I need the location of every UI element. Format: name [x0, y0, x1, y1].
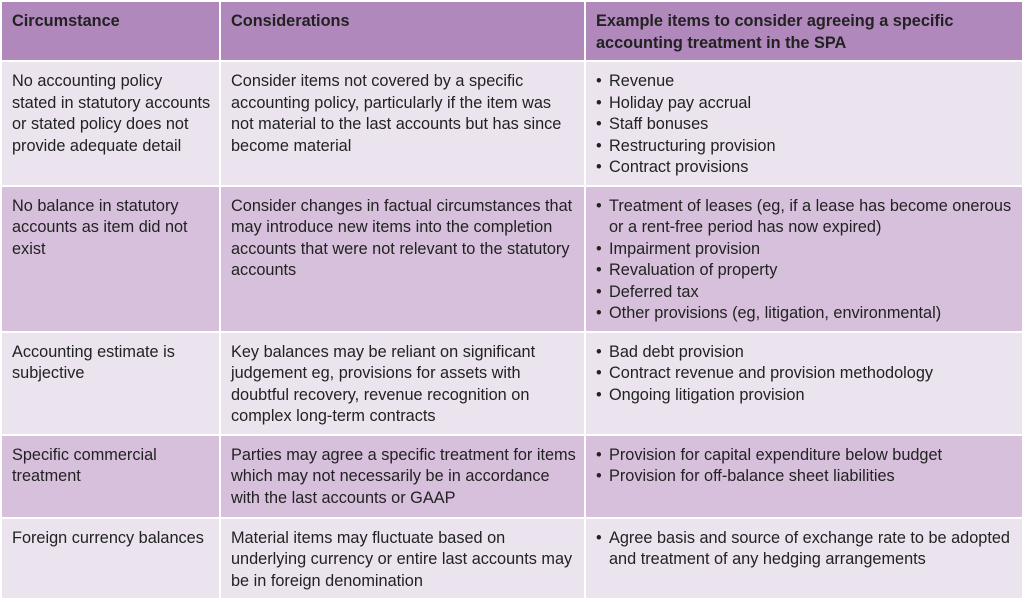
- list-item: Revenue: [596, 71, 1014, 93]
- considerations-cell: Consider items not covered by a specific…: [219, 60, 586, 187]
- header-circumstance: Circumstance: [0, 0, 221, 62]
- table-row: No balance in statutory accounts as item…: [0, 184, 1024, 333]
- list-item: Provision for capital expenditure below …: [596, 445, 1014, 467]
- examples-list: Agree basis and source of exchange rate …: [596, 528, 1014, 571]
- examples-cell: Bad debt provisionContract revenue and p…: [584, 330, 1024, 436]
- list-item: Impairment provision: [596, 239, 1014, 261]
- header-row: Circumstance Considerations Example item…: [0, 0, 1024, 62]
- list-item: Deferred tax: [596, 282, 1014, 304]
- list-item: Other provisions (eg, litigation, enviro…: [596, 303, 1014, 325]
- table-row: Accounting estimate is subjective Key bal…: [0, 330, 1024, 436]
- examples-list: Provision for capital expenditure below …: [596, 445, 1014, 488]
- list-item: Contract revenue and provision methodolo…: [596, 363, 1014, 385]
- list-item: Holiday pay accrual: [596, 93, 1014, 115]
- considerations-cell: Parties may agree a specific treatment f…: [219, 433, 586, 519]
- header-examples: Example items to consider agreeing a spe…: [584, 0, 1024, 62]
- circumstance-cell: No accounting policy stated in statutory…: [0, 60, 221, 187]
- considerations-cell: Consider changes in factual circumstance…: [219, 184, 586, 333]
- table-row: Foreign currency balances Material items …: [0, 516, 1024, 600]
- header-considerations: Considerations: [219, 0, 586, 62]
- list-item: Staff bonuses: [596, 114, 1014, 136]
- list-item: Bad debt provision: [596, 342, 1014, 364]
- examples-cell: Provision for capital expenditure below …: [584, 433, 1024, 519]
- examples-cell: Treatment of leases (eg, if a lease has …: [584, 184, 1024, 333]
- list-item: Contract provisions: [596, 157, 1014, 179]
- list-item: Treatment of leases (eg, if a lease has …: [596, 196, 1014, 239]
- circumstance-cell: No balance in statutory accounts as item…: [0, 184, 221, 333]
- examples-cell: Agree basis and source of exchange rate …: [584, 516, 1024, 600]
- examples-cell: RevenueHoliday pay accrualStaff bonusesR…: [584, 60, 1024, 187]
- list-item: Agree basis and source of exchange rate …: [596, 528, 1014, 571]
- list-item: Ongoing litigation provision: [596, 385, 1014, 407]
- circumstance-cell: Specific commercial treatment: [0, 433, 221, 519]
- list-item: Provision for off-balance sheet liabilit…: [596, 466, 1014, 488]
- list-item: Restructuring provision: [596, 136, 1014, 158]
- considerations-cell: Key balances may be reliant on significa…: [219, 330, 586, 436]
- table-row: No accounting policy stated in statutory…: [0, 60, 1024, 187]
- examples-list: RevenueHoliday pay accrualStaff bonusesR…: [596, 71, 1014, 179]
- examples-list: Bad debt provisionContract revenue and p…: [596, 342, 1014, 407]
- table-row: Specific commercial treatment Parties may…: [0, 433, 1024, 519]
- examples-list: Treatment of leases (eg, if a lease has …: [596, 196, 1014, 325]
- considerations-cell: Material items may fluctuate based on un…: [219, 516, 586, 600]
- circumstance-cell: Accounting estimate is subjective: [0, 330, 221, 436]
- circumstance-cell: Foreign currency balances: [0, 516, 221, 600]
- list-item: Revaluation of property: [596, 260, 1014, 282]
